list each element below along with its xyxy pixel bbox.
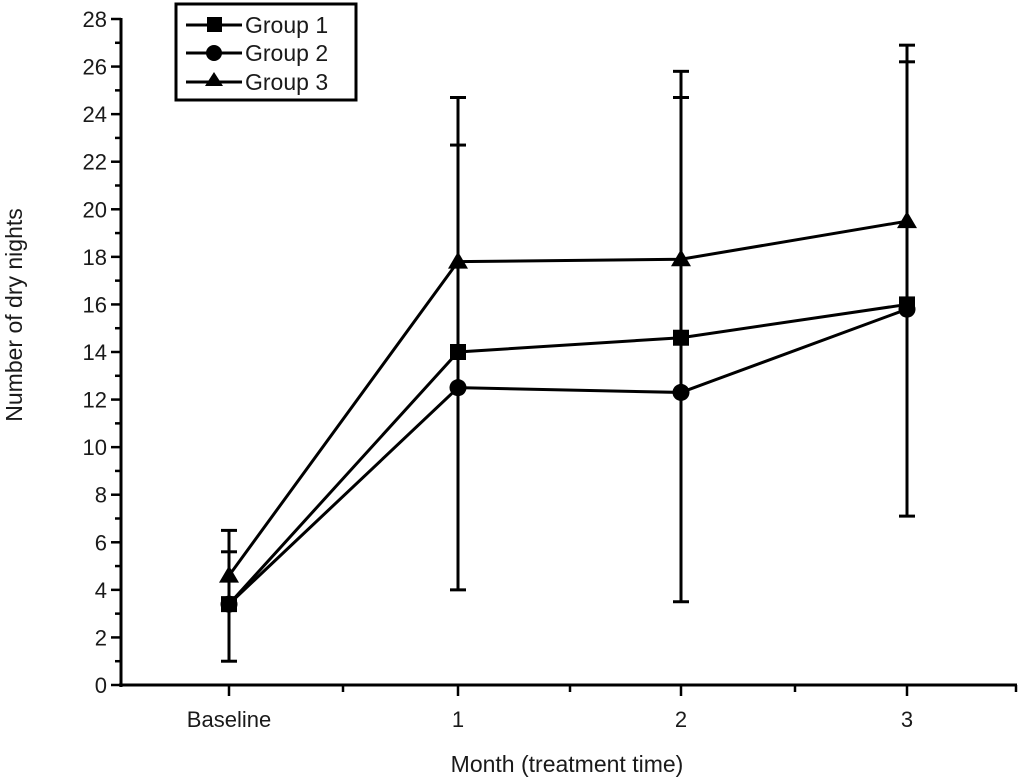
- y-tick-label: 16: [83, 292, 107, 317]
- x-tick-label: 3: [901, 707, 913, 732]
- legend-label-group-3: Group 3: [245, 69, 328, 95]
- y-tick-label: 22: [83, 150, 107, 175]
- legend-item-group-2: Group 2: [186, 40, 328, 66]
- x-tick-label: Baseline: [187, 707, 271, 732]
- data-point-group-3: [671, 249, 691, 267]
- y-axis-title: Number of dry nights: [1, 208, 27, 421]
- y-tick-label: 26: [83, 55, 107, 80]
- y-tick-label: 14: [83, 340, 107, 365]
- y-tick-label: 2: [95, 625, 107, 650]
- y-tick-label: 12: [83, 388, 107, 413]
- series-line-group-3: [227, 219, 908, 577]
- data-point-group-1: [673, 329, 689, 346]
- y-tick-label: 10: [83, 435, 107, 460]
- y-tick-label: 8: [95, 483, 107, 508]
- data-point-group-3: [219, 565, 239, 583]
- series-line-group-1: [227, 302, 908, 606]
- axes: [111, 17, 1018, 696]
- y-tick-label: 4: [95, 578, 107, 603]
- data-point-group-2: [449, 379, 467, 397]
- y-tick-label: 24: [83, 102, 107, 127]
- triangle-marker-icon: [205, 72, 223, 86]
- data-point-group-2: [898, 300, 916, 318]
- square-marker-icon: [207, 17, 222, 32]
- data-point-group-1: [450, 344, 466, 360]
- y-tick-label: 0: [95, 673, 107, 698]
- legend-label-group-1: Group 1: [245, 12, 328, 38]
- legend-item-group-3: Group 3: [186, 69, 328, 95]
- data-point-group-3: [448, 251, 468, 269]
- series-line-group-2: [227, 307, 908, 606]
- y-tick-label: 28: [83, 7, 107, 32]
- circle-marker-icon: [206, 45, 222, 61]
- legend: Group 1 Group 2 Group 3: [174, 2, 358, 102]
- x-tick-label: 1: [452, 707, 464, 732]
- y-tick-label: 18: [83, 245, 107, 270]
- x-axis-title: Month (treatment time): [451, 751, 684, 777]
- error-bars: [221, 43, 915, 663]
- legend-item-group-1: Group 1: [186, 12, 328, 38]
- data-point-group-2: [220, 595, 238, 613]
- data-point-group-3: [897, 211, 917, 229]
- y-tick-label: 6: [95, 530, 107, 555]
- y-tick-label: 20: [83, 197, 107, 222]
- x-tick-label: 2: [675, 707, 687, 732]
- series-markers: [219, 211, 917, 613]
- series-lines: [227, 219, 908, 606]
- legend-label-group-2: Group 2: [245, 40, 328, 66]
- x-tick-labels: Baseline 1 2 3: [187, 707, 913, 732]
- data-point-group-2: [672, 383, 690, 401]
